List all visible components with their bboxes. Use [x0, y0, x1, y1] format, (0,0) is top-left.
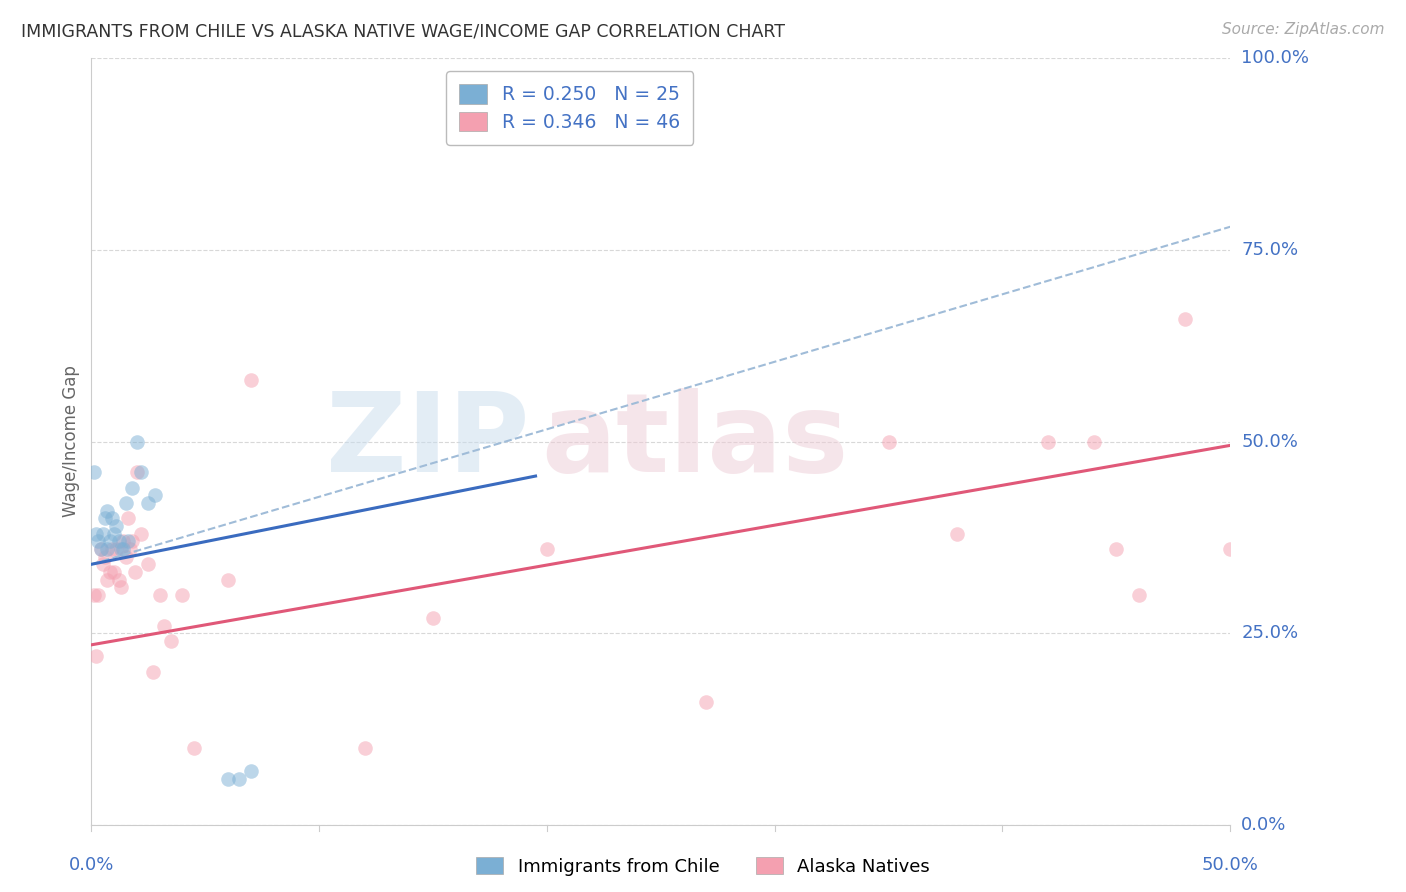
Point — [94, 511, 117, 525]
Point — [121, 534, 143, 549]
Point — [1241, 703, 1264, 717]
Point — [91, 526, 114, 541]
Point — [89, 541, 111, 556]
Text: 0.0%: 0.0% — [1241, 816, 1286, 834]
Point — [142, 665, 165, 679]
Point — [149, 588, 172, 602]
Point — [353, 741, 375, 756]
Point — [1036, 434, 1059, 449]
Point — [1310, 74, 1333, 88]
Text: 0.0%: 0.0% — [69, 855, 114, 873]
Point — [877, 434, 900, 449]
Text: 75.0%: 75.0% — [1241, 241, 1299, 259]
Legend: R = 0.250   N = 25, R = 0.346   N = 46: R = 0.250 N = 25, R = 0.346 N = 46 — [446, 71, 693, 145]
Point — [120, 541, 142, 556]
Point — [96, 503, 118, 517]
Point — [94, 549, 117, 564]
Point — [96, 573, 118, 587]
Point — [101, 541, 124, 556]
Point — [217, 573, 239, 587]
Legend: Immigrants from Chile, Alaska Natives: Immigrants from Chile, Alaska Natives — [470, 850, 936, 883]
Point — [1128, 588, 1150, 602]
Point — [228, 772, 250, 786]
Point — [98, 565, 121, 579]
Point — [101, 511, 124, 525]
Point — [110, 541, 132, 556]
Text: 50.0%: 50.0% — [1241, 433, 1298, 450]
Point — [110, 580, 132, 594]
Point — [143, 488, 166, 502]
Point — [87, 588, 110, 602]
Point — [107, 534, 129, 549]
Text: 100.0%: 100.0% — [1241, 49, 1309, 67]
Point — [105, 541, 128, 556]
Point — [125, 465, 148, 479]
Point — [131, 526, 153, 541]
Point — [117, 511, 139, 525]
Point — [1083, 434, 1105, 449]
Point — [83, 465, 105, 479]
Text: 25.0%: 25.0% — [1241, 624, 1299, 642]
Point — [87, 534, 110, 549]
Text: atlas: atlas — [541, 388, 849, 495]
Point — [217, 772, 239, 786]
Point — [1219, 541, 1241, 556]
Y-axis label: Wage/Income Gap: Wage/Income Gap — [62, 366, 80, 517]
Point — [239, 373, 262, 387]
Point — [695, 695, 717, 709]
Point — [98, 534, 121, 549]
Point — [153, 618, 176, 632]
Point — [946, 526, 969, 541]
Point — [117, 534, 139, 549]
Point — [1174, 311, 1197, 326]
Point — [112, 541, 135, 556]
Point — [1288, 434, 1310, 449]
Point — [183, 741, 205, 756]
Point — [103, 526, 125, 541]
Text: IMMIGRANTS FROM CHILE VS ALASKA NATIVE WAGE/INCOME GAP CORRELATION CHART: IMMIGRANTS FROM CHILE VS ALASKA NATIVE W… — [21, 22, 785, 40]
Point — [160, 634, 183, 648]
Point — [107, 573, 129, 587]
Point — [172, 588, 194, 602]
Point — [536, 541, 558, 556]
Point — [89, 541, 111, 556]
Point — [138, 558, 160, 572]
Point — [96, 541, 118, 556]
Point — [91, 558, 114, 572]
Text: ZIP: ZIP — [326, 388, 530, 495]
Point — [138, 496, 160, 510]
Point — [131, 465, 153, 479]
Point — [124, 565, 146, 579]
Point — [112, 534, 135, 549]
Point — [1105, 541, 1128, 556]
Point — [1264, 756, 1286, 771]
Text: 50.0%: 50.0% — [1202, 855, 1258, 873]
Point — [105, 519, 128, 533]
Point — [121, 481, 143, 495]
Text: Source: ZipAtlas.com: Source: ZipAtlas.com — [1222, 22, 1385, 37]
Point — [84, 526, 107, 541]
Point — [103, 565, 125, 579]
Point — [84, 649, 107, 664]
Point — [125, 434, 148, 449]
Point — [239, 764, 262, 779]
Point — [114, 549, 136, 564]
Point — [422, 611, 444, 625]
Point — [114, 496, 136, 510]
Point — [83, 588, 105, 602]
